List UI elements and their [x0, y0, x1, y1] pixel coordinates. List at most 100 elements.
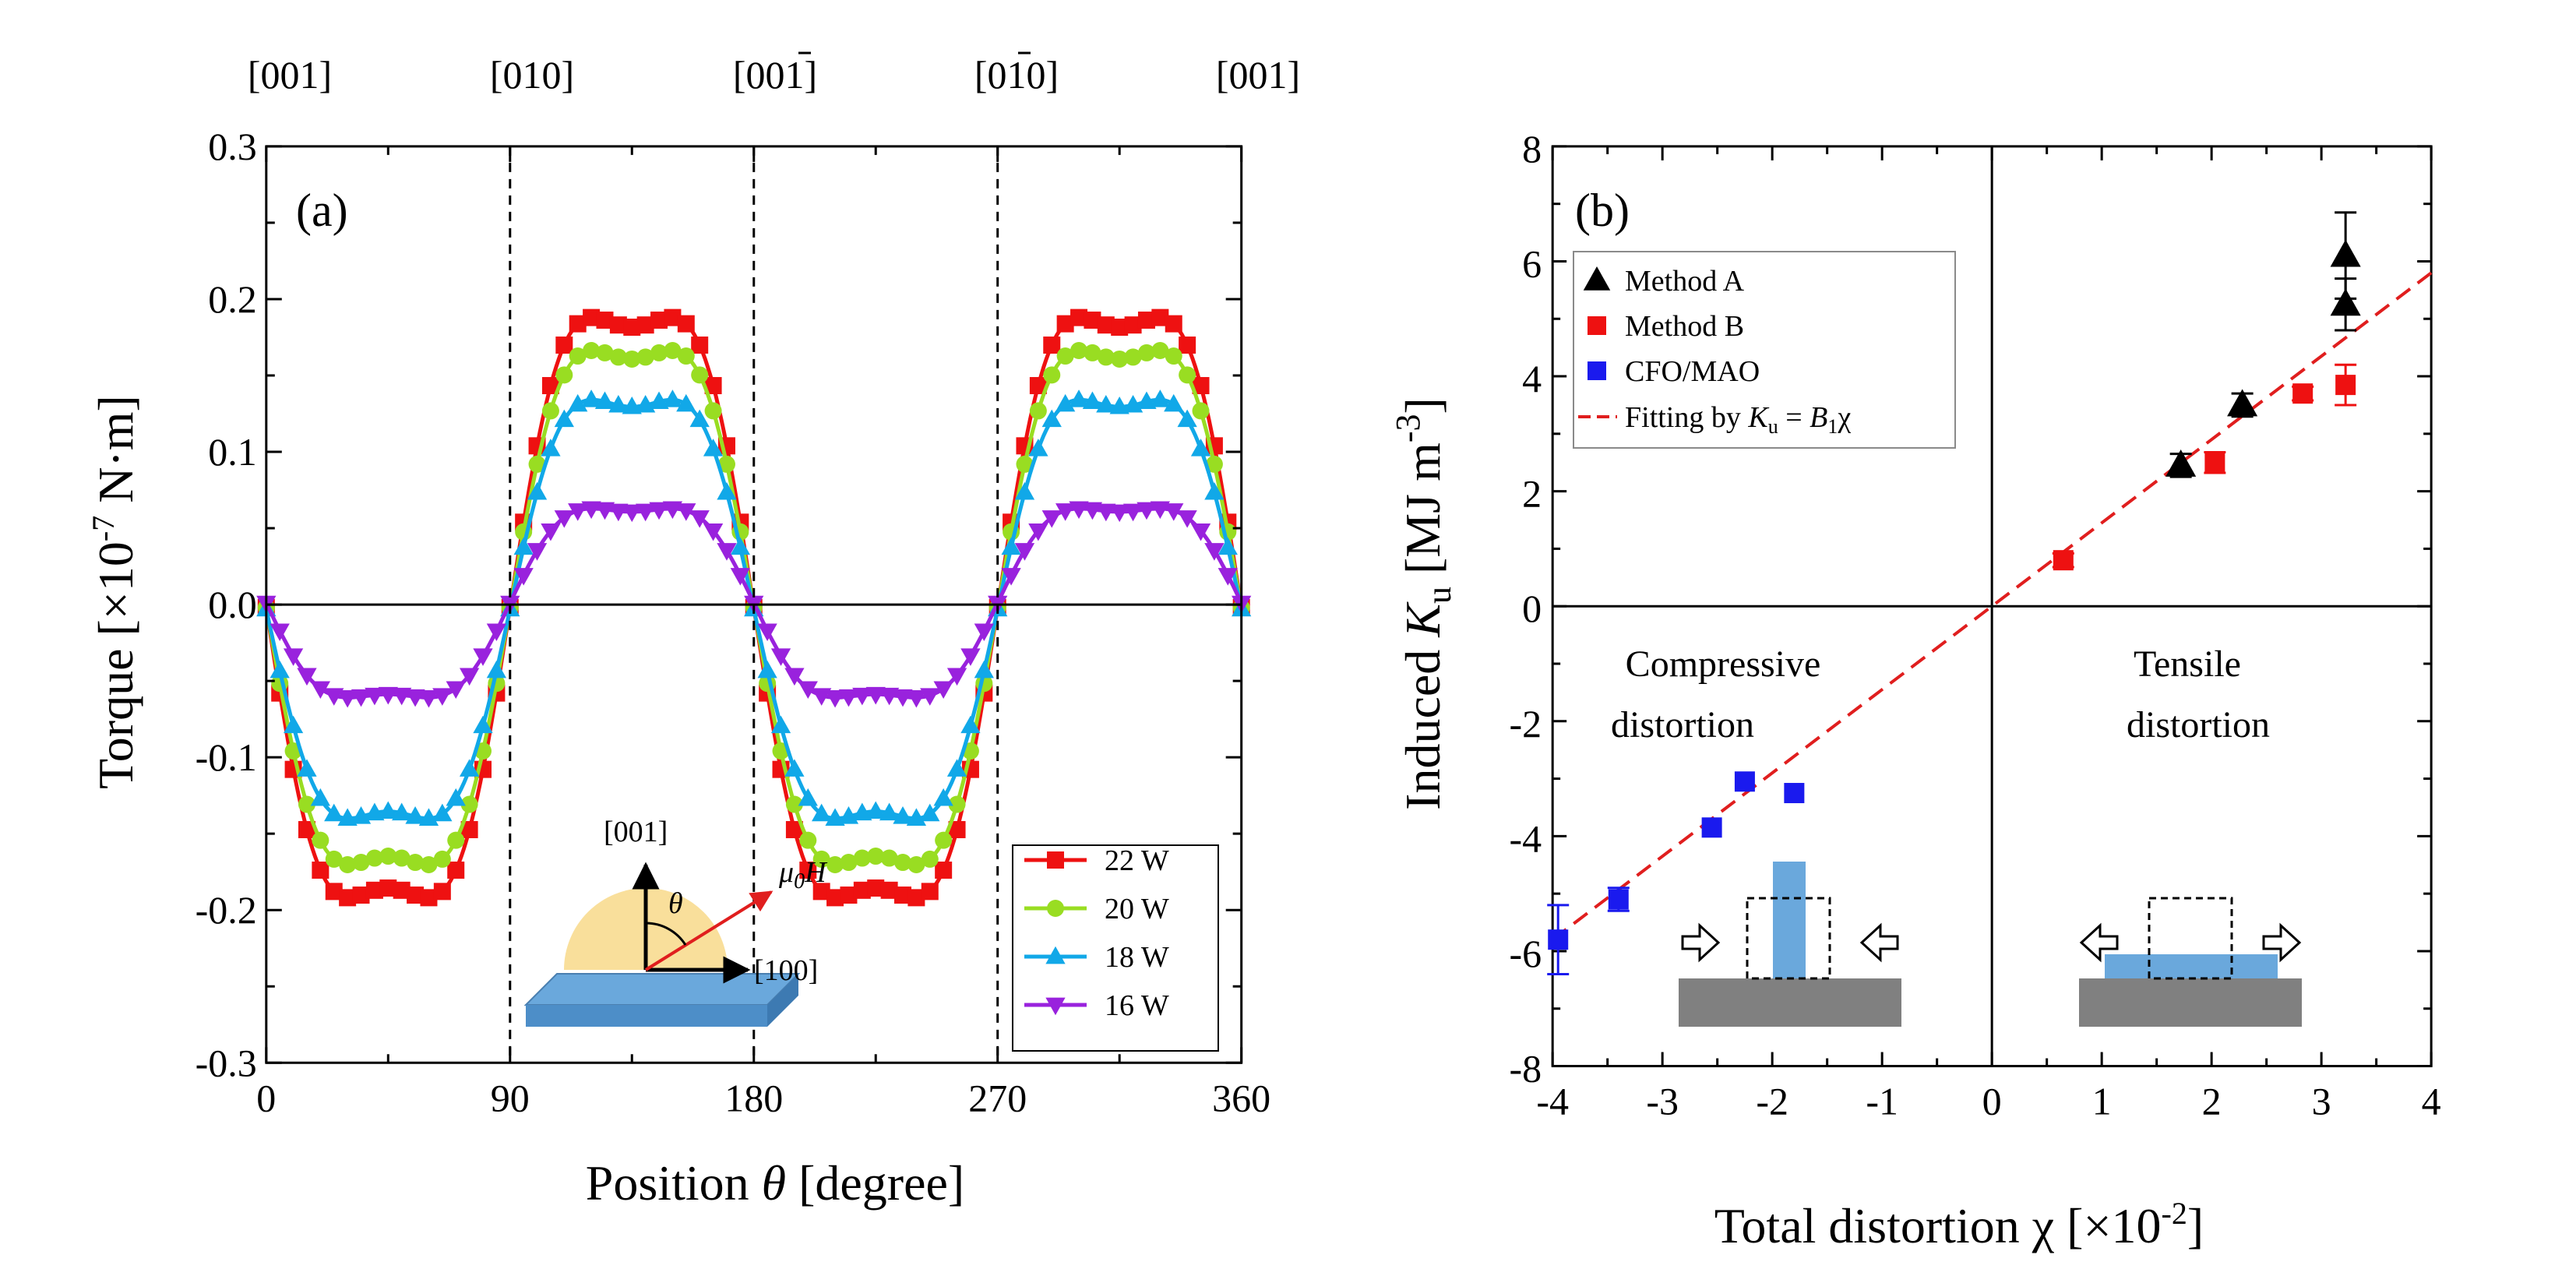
- series-1-point: [433, 850, 451, 868]
- series-1-point: [583, 341, 601, 359]
- series-0-point: [1056, 315, 1074, 333]
- legend-a-label-1: 20 W: [1105, 893, 1169, 925]
- x-tick-label-b-6: 2: [2202, 1080, 2222, 1123]
- series-3-point: [392, 687, 412, 706]
- scatter-point-1-2: [2292, 383, 2313, 404]
- series-3-point: [1082, 502, 1103, 520]
- series-0-point: [921, 883, 939, 901]
- series-1-point: [1205, 455, 1223, 473]
- series-0-point: [826, 889, 844, 907]
- x-tick-label-b-4: 0: [1982, 1080, 2002, 1123]
- series-3-point: [459, 668, 480, 686]
- series-1-point: [948, 795, 966, 813]
- compressive-arrow-left-icon: [1681, 922, 1721, 963]
- torque-axes: 0 90 180 270 360 -0.3 -0.2 -0.1 0.0 0.1 0.2 0.3: [196, 125, 1271, 1119]
- y-title-b-part0: Induced: [1395, 637, 1450, 810]
- scatter-point-2-3: [1734, 771, 1755, 792]
- scatter-point-0-1: [2227, 389, 2258, 417]
- legend-b-label-1: Method B: [1625, 310, 1744, 343]
- x-tick-label-a-4: 360: [1212, 1076, 1270, 1119]
- series-2-point: [920, 803, 940, 822]
- series-2-point: [283, 715, 304, 734]
- compressive-dashed-cell: [1746, 897, 1831, 980]
- series-2-point: [1109, 397, 1129, 414]
- series-1-point: [447, 831, 465, 849]
- series-2-point: [527, 481, 548, 500]
- legend-a-marker-2: [1045, 946, 1066, 964]
- series-3-point: [1177, 510, 1197, 528]
- series-3-point: [1136, 502, 1157, 520]
- series-2-point: [568, 393, 588, 412]
- series-3-point: [906, 689, 927, 708]
- series-1-point: [623, 350, 641, 368]
- series-1-point: [1016, 455, 1034, 473]
- series-1-point: [880, 849, 898, 867]
- series-3-point: [865, 686, 886, 705]
- series-2-point: [865, 801, 886, 820]
- scatter-series-2: [1547, 771, 1805, 975]
- series-0-point: [704, 377, 722, 395]
- y-tick-label-a-0: -0.3: [196, 1041, 257, 1084]
- series-0-point: [799, 861, 817, 879]
- series-3-point: [283, 648, 304, 666]
- series-3-point: [689, 510, 710, 528]
- series-1-point: [1124, 348, 1142, 366]
- series-2-point: [1218, 537, 1238, 555]
- series-3-point: [541, 523, 561, 541]
- series-1-point: [1043, 366, 1061, 384]
- series-0-point: [569, 315, 587, 333]
- series-3-point: [1055, 503, 1076, 521]
- dir-label-4: [001]: [1216, 53, 1300, 97]
- y-title-b-part5: ]: [1395, 397, 1450, 414]
- series-3-point: [527, 543, 548, 561]
- series-0-point: [393, 881, 411, 899]
- series-0-point: [636, 316, 654, 334]
- series-3-point: [270, 623, 290, 642]
- series-0-point: [325, 883, 343, 901]
- legend-a-label-3: 16 W: [1105, 989, 1169, 1022]
- series-0-point: [460, 820, 478, 838]
- series-3-point: [1164, 503, 1184, 521]
- legend-b-swatches: [1578, 266, 1617, 418]
- tensile-substrate: [2079, 978, 2302, 1027]
- dir-label-3: [010]: [974, 53, 1059, 97]
- series-2-point: [825, 808, 845, 826]
- legend-b-label-fit: Fitting by Ku = B1χ: [1625, 401, 1851, 438]
- x-tick-label-b-8: 4: [2422, 1080, 2441, 1123]
- series-1-point: [1179, 366, 1196, 384]
- series-2-point: [432, 803, 453, 822]
- legend-a: 22 W 20 W 18 W 16 W: [1012, 844, 1219, 1052]
- series-2-point: [689, 409, 710, 428]
- series-0-point: [677, 315, 695, 333]
- series-1-point: [935, 831, 953, 849]
- y-tick-label-b-7: 6: [1522, 241, 1542, 285]
- series-3-point: [324, 688, 344, 706]
- series-3-point: [920, 688, 940, 706]
- series-0-point: [623, 319, 641, 337]
- series-2-point: [594, 391, 615, 410]
- series-3-point: [1028, 523, 1048, 541]
- series-2-point: [418, 808, 439, 826]
- legend-a-marker-1: [1047, 900, 1064, 917]
- series-3-point: [974, 623, 994, 642]
- series-1-point: [704, 402, 722, 420]
- series-3-point: [825, 689, 845, 708]
- tensile-dashed-cell: [2148, 897, 2233, 980]
- series-0-point: [867, 879, 885, 897]
- series-2-point: [879, 802, 900, 821]
- series-2-point: [1177, 409, 1197, 428]
- series-1-point: [1056, 347, 1074, 365]
- series-0-point: [1137, 311, 1155, 329]
- series-0-point: [352, 887, 370, 904]
- inset-film-front: [526, 1005, 767, 1027]
- series-3-point: [676, 503, 696, 521]
- x-tick-label-b-1: -3: [1646, 1080, 1679, 1123]
- series-2-point: [770, 715, 791, 734]
- scatter-point-1-0: [2053, 550, 2074, 571]
- anisotropy-axes: -4 -3 -2 -1 0 1 2 3 4 -8 -6 -4 -2 0 2 4 6 8: [1510, 127, 2441, 1123]
- legend-b: Method A Method B CFO/MAO Fitting by Ku …: [1573, 251, 1956, 449]
- x-tick-label-b-2: -2: [1756, 1080, 1788, 1123]
- y-tick-label-a-2: -0.1: [196, 735, 257, 779]
- series-2-point: [324, 803, 344, 822]
- series-1-point: [785, 795, 803, 813]
